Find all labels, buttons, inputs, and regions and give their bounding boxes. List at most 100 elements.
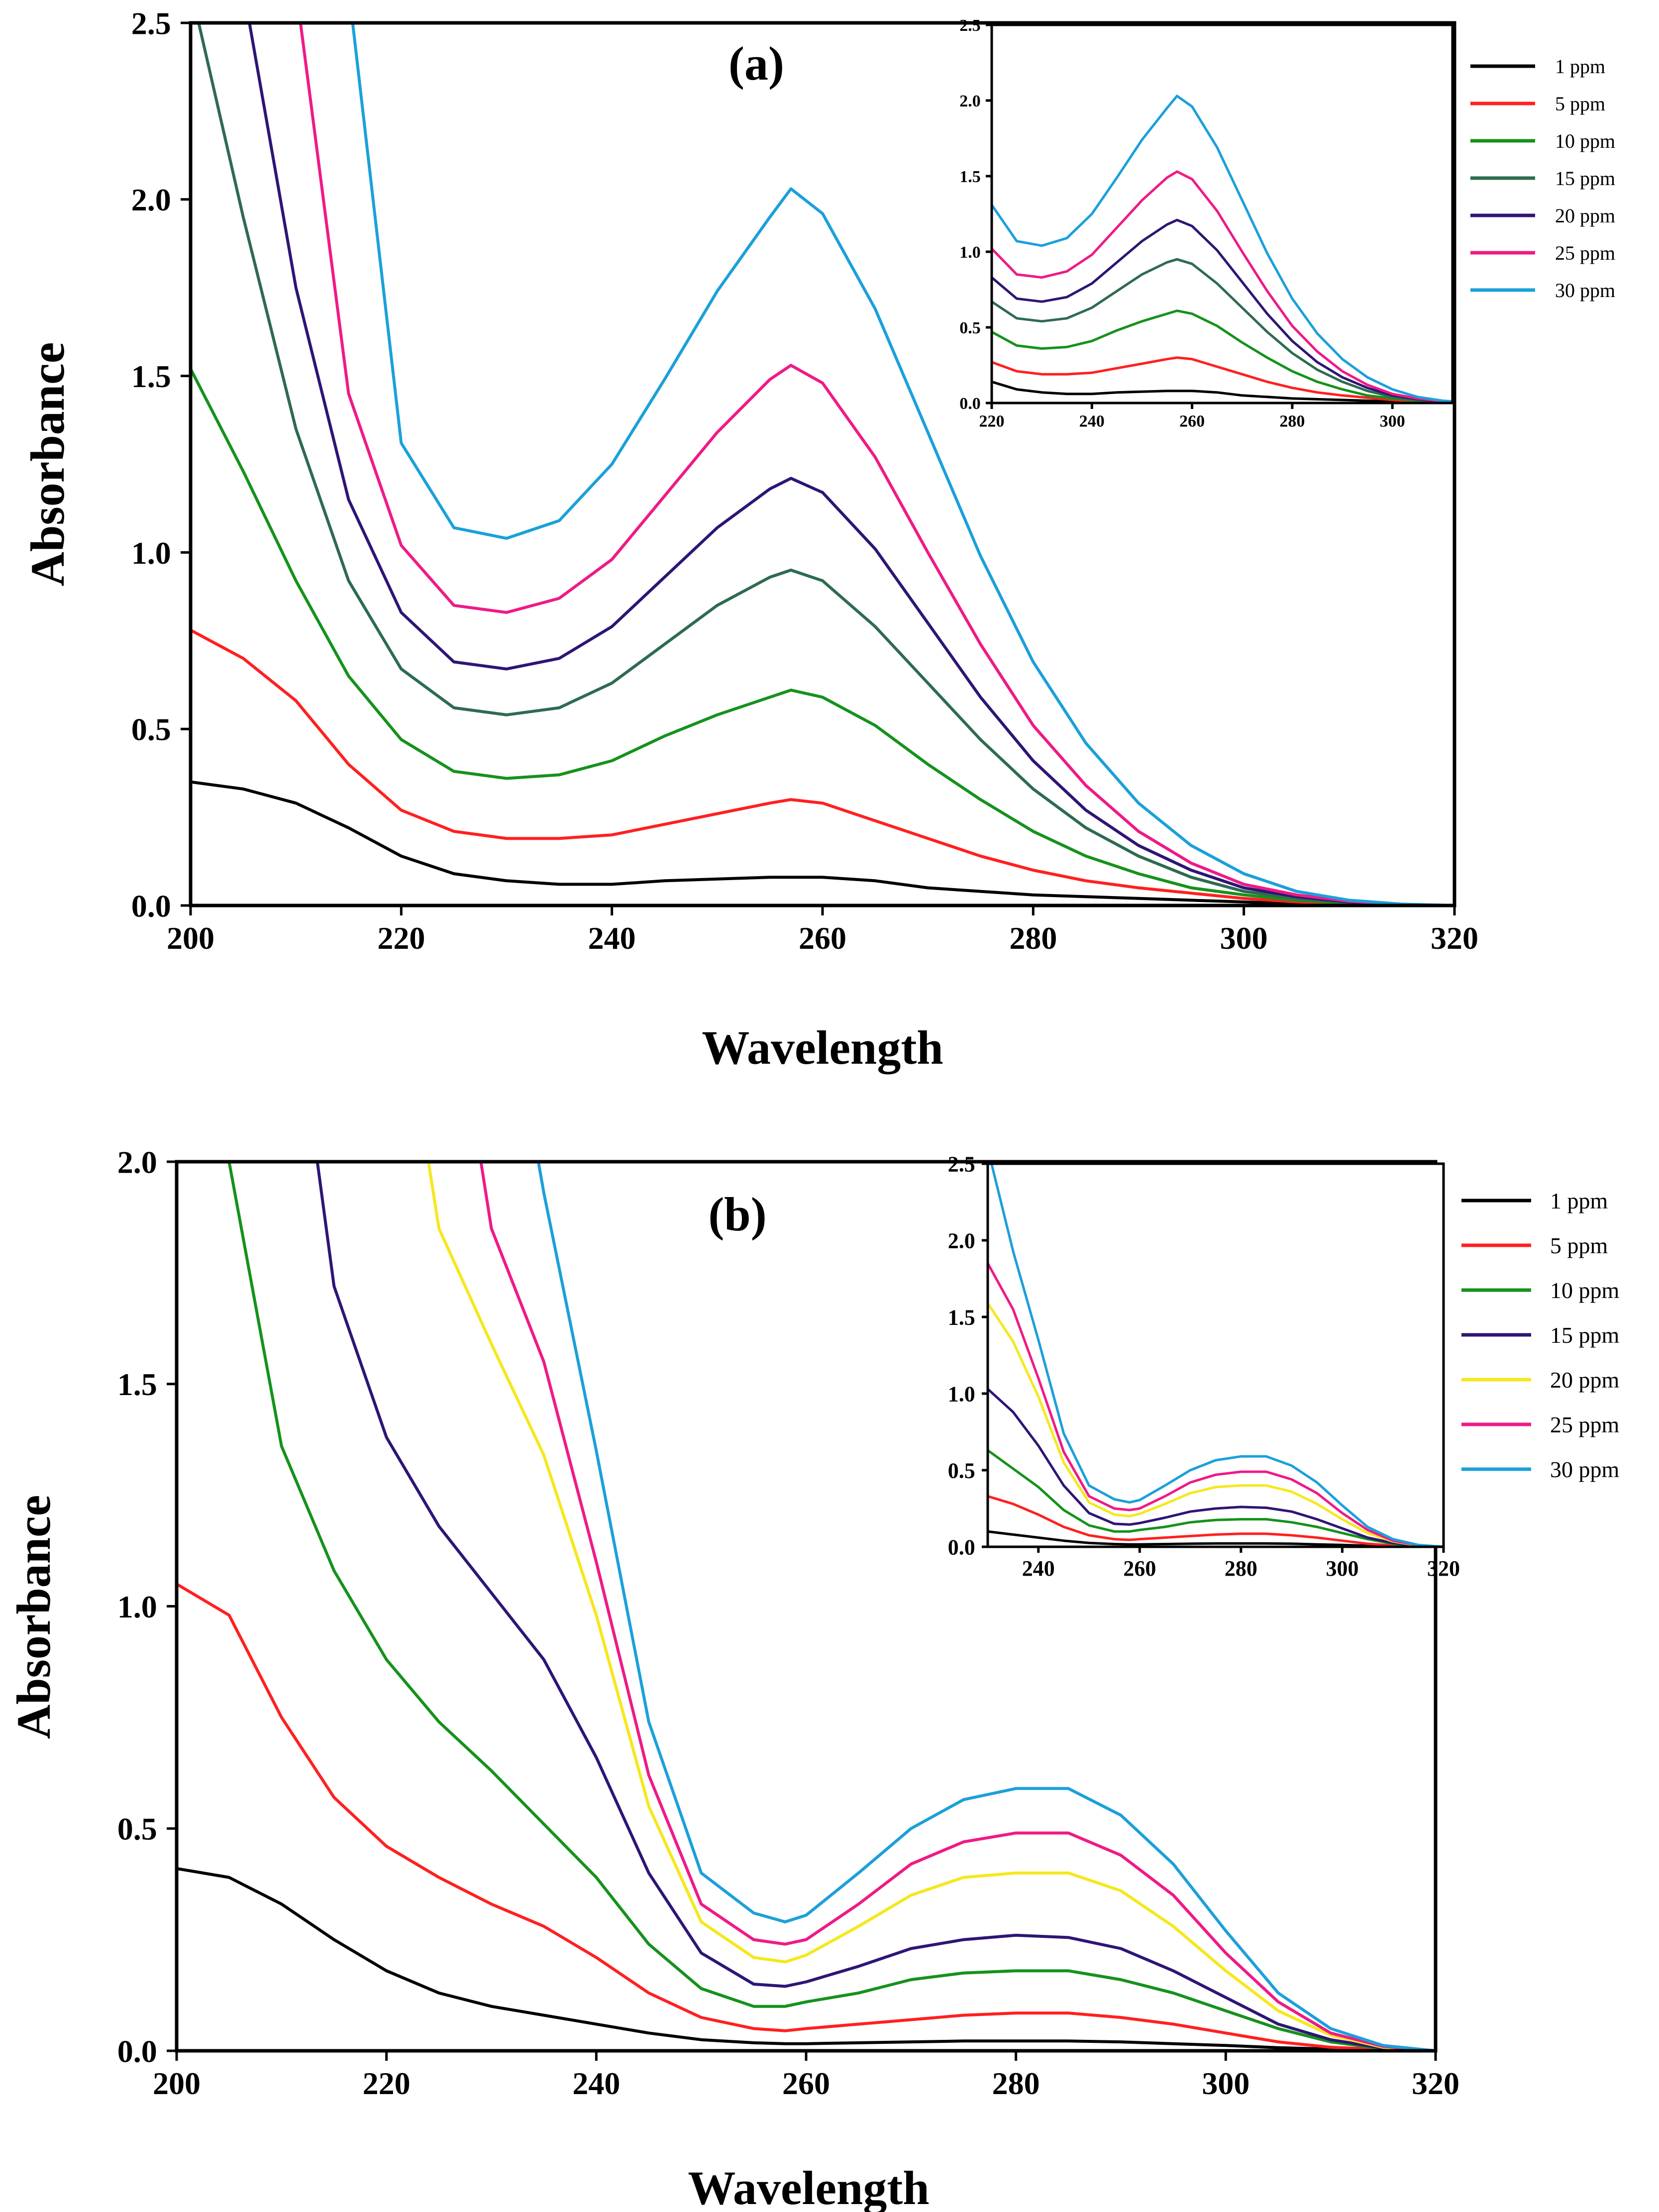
panel-b-legend-label: 20 ppm bbox=[1550, 1367, 1620, 1393]
panel-a-series-lines bbox=[191, 23, 1454, 905]
panel-a-series-30-ppm bbox=[351, 23, 1454, 905]
panel-a-legend-label: 10 ppm bbox=[1555, 130, 1615, 152]
panel-a-xtick-label: 320 bbox=[1431, 920, 1478, 956]
panel-b-inset-ytick-label: 2.5 bbox=[948, 1152, 975, 1176]
panel-a-inset-frame bbox=[990, 23, 1454, 404]
panel-b-inset-ytick-label: 1.0 bbox=[948, 1382, 975, 1406]
panel-a-inset-ytick-label: 1.0 bbox=[959, 243, 981, 262]
panel-b-inset-ytick-label: 2.0 bbox=[948, 1228, 975, 1253]
panel-b-legend: 1 ppm 5 ppm 10 ppm 15 ppm 20 ppm 25 ppm 30 ppm bbox=[1461, 1188, 1620, 1482]
panel-b-title: (b) bbox=[708, 1188, 766, 1241]
panel-a-series-10-ppm bbox=[191, 367, 1454, 905]
panel-a-inset-series-15-ppm bbox=[992, 258, 1452, 403]
panel-b: 200 220 240 260 280 300 320 0.0 0.5 1.0 1.5 2.0 (b)… bbox=[7, 1144, 1620, 2212]
panel-a-xtick-label: 240 bbox=[588, 920, 636, 956]
panel-a-ytick-label: 0.0 bbox=[131, 888, 171, 923]
panel-a-legend-label: 30 ppm bbox=[1555, 279, 1615, 302]
panel-b-xtick-label: 300 bbox=[1202, 2066, 1249, 2101]
panel-b-inset-series-1-ppm bbox=[988, 1530, 1444, 1547]
panel-b-legend-label: 30 ppm bbox=[1550, 1457, 1620, 1482]
panel-a-inset-series-5-ppm bbox=[992, 356, 1452, 403]
panel-a-inset-ytick-label: 2.0 bbox=[959, 92, 981, 110]
panel-a-inset-series-20-ppm bbox=[992, 218, 1452, 403]
panel-b-series-lines bbox=[177, 1162, 1436, 2051]
panel-a-xtick-label: 280 bbox=[1009, 920, 1057, 956]
panel-b-series-15-ppm bbox=[315, 1162, 1436, 2051]
panel-b-inset-series-30-ppm bbox=[990, 1164, 1444, 1547]
panel-b-xtick-label: 200 bbox=[153, 2066, 201, 2101]
panel-b-xtick-label: 260 bbox=[782, 2066, 830, 2101]
panel-b-legend-label: 1 ppm bbox=[1550, 1188, 1608, 1213]
panel-a-inset-ytick-label: 1.5 bbox=[959, 168, 981, 186]
panel-a-series-5-ppm bbox=[191, 628, 1454, 905]
panel-b-inset-series-lines bbox=[988, 1164, 1444, 1547]
panel-a-axes: 200 220 240 260 280 300 320 0.0 0.5 1.0 1.5 2.0 2.5 bbox=[131, 5, 1478, 956]
panel-b-inset-ytick-label: 0.0 bbox=[948, 1535, 975, 1559]
panel-a-inset-xtick-label: 220 bbox=[979, 412, 1005, 431]
panel-b-inset-xtick-label: 300 bbox=[1326, 1556, 1358, 1581]
panel-b-ytick-label: 0.5 bbox=[117, 1811, 157, 1847]
panel-b-xlabel: Wavelength bbox=[688, 2161, 929, 2212]
panel-a-inset-ytick-label: 2.5 bbox=[959, 16, 981, 35]
panel-a-xtick-label: 220 bbox=[377, 920, 425, 956]
panel-a-title: (a) bbox=[728, 37, 784, 90]
panel-a-inset-series-lines bbox=[992, 95, 1452, 403]
panel-b-inset-xtick-label: 320 bbox=[1427, 1556, 1460, 1581]
panel-b-ytick-label: 1.0 bbox=[117, 1589, 157, 1624]
panel-b-inset-series-20-ppm bbox=[988, 1301, 1444, 1547]
panel-a-inset-series-25-ppm bbox=[992, 170, 1452, 403]
panel-b-xtick-label: 280 bbox=[992, 2066, 1040, 2101]
panel-a-ytick-label: 2.5 bbox=[131, 5, 171, 41]
panel-a-legend-label: 5 ppm bbox=[1555, 93, 1605, 115]
panel-a-series-25-ppm bbox=[299, 23, 1454, 905]
panel-a-inset-series-10-ppm bbox=[992, 309, 1452, 403]
panel-b-legend-label: 15 ppm bbox=[1550, 1322, 1620, 1348]
panel-b-inset-ytick-label: 1.5 bbox=[948, 1305, 975, 1329]
panel-b-series-25-ppm bbox=[479, 1162, 1436, 2051]
panel-a-inset-ytick-label: 0.0 bbox=[959, 395, 981, 413]
panel-a-inset-xtick-label: 240 bbox=[1079, 412, 1105, 431]
panel-a-ylabel: Absorbance bbox=[21, 342, 74, 587]
panel-a-inset-series-1-ppm bbox=[992, 380, 1452, 403]
panel-a-inset-axes: 220 240 260 280 300 0.0 0.5 1.0 1.5 2.0 2.5 bbox=[959, 16, 1405, 431]
panel-b-inset-axes: 240 260 280 300 320 0.0 0.5 1.0 1.5 2.0 2.5 bbox=[948, 1152, 1460, 1581]
panel-a-xtick-label: 260 bbox=[799, 920, 846, 956]
panel-b-ytick-label: 2.0 bbox=[117, 1144, 157, 1180]
panel-b-inset-series-15-ppm bbox=[988, 1387, 1444, 1547]
panel-a-series-20-ppm bbox=[248, 23, 1454, 905]
panel-b-series-10-ppm bbox=[227, 1162, 1436, 2051]
panel-b-inset-ytick-label: 0.5 bbox=[948, 1458, 975, 1483]
panel-b-series-30-ppm bbox=[536, 1162, 1436, 2051]
panel-b-legend-label: 10 ppm bbox=[1550, 1278, 1620, 1303]
panel-a-ytick-label: 0.5 bbox=[131, 712, 171, 747]
panel-a-legend: 1 ppm 5 ppm 10 ppm 15 ppm 20 ppm 25 ppm 30 ppm bbox=[1470, 55, 1615, 302]
panel-b-series-20-ppm bbox=[426, 1162, 1436, 2051]
panel-b-xtick-label: 240 bbox=[572, 2066, 620, 2101]
panel-b-ylabel: Absorbance bbox=[7, 1495, 60, 1739]
panel-a-inset-background bbox=[992, 25, 1452, 403]
panel-b-xtick-label: 320 bbox=[1412, 2066, 1459, 2101]
panel-b-inset-series-5-ppm bbox=[988, 1495, 1444, 1547]
panel-a-inset-xtick-label: 300 bbox=[1380, 412, 1405, 431]
panel-a-series-1-ppm bbox=[191, 780, 1454, 905]
panel-b-series-1-ppm bbox=[177, 1867, 1436, 2051]
panel-a: 200 220 240 260 280 300 3200.00.51.01.52.02.5 … bbox=[21, 5, 1615, 1074]
panel-b-series-5-ppm bbox=[177, 1582, 1436, 2051]
panel-a-legend-label: 1 ppm bbox=[1555, 55, 1605, 78]
panel-a-ytick-label: 1.0 bbox=[131, 535, 171, 571]
panel-b-ytick-label: 1.5 bbox=[117, 1367, 157, 1402]
panel-a-inset-xtick-label: 280 bbox=[1279, 412, 1305, 431]
panel-a-series-15-ppm bbox=[197, 23, 1454, 905]
panel-a-inset-series-30-ppm bbox=[992, 95, 1452, 403]
panel-a-ytick-label: 1.5 bbox=[131, 359, 171, 394]
panel-a-xtick-label: 200 bbox=[167, 920, 214, 956]
panel-b-inset-series-25-ppm bbox=[988, 1257, 1444, 1547]
panel-b-inset-xtick-label: 280 bbox=[1225, 1556, 1257, 1581]
panel-b-ytick-label: 0.0 bbox=[117, 2033, 157, 2069]
panel-b-inset-background bbox=[988, 1164, 1444, 1547]
panel-a-inset-xtick-label: 260 bbox=[1179, 412, 1205, 431]
panel-a-xlabel: Wavelength bbox=[702, 1021, 943, 1074]
panel-b-inset-xtick-label: 260 bbox=[1123, 1556, 1156, 1581]
panel-b-axes: 200 220 240 260 280 300 320 0.0 0.5 1.0 1.5 2.0 bbox=[117, 1144, 1459, 2101]
